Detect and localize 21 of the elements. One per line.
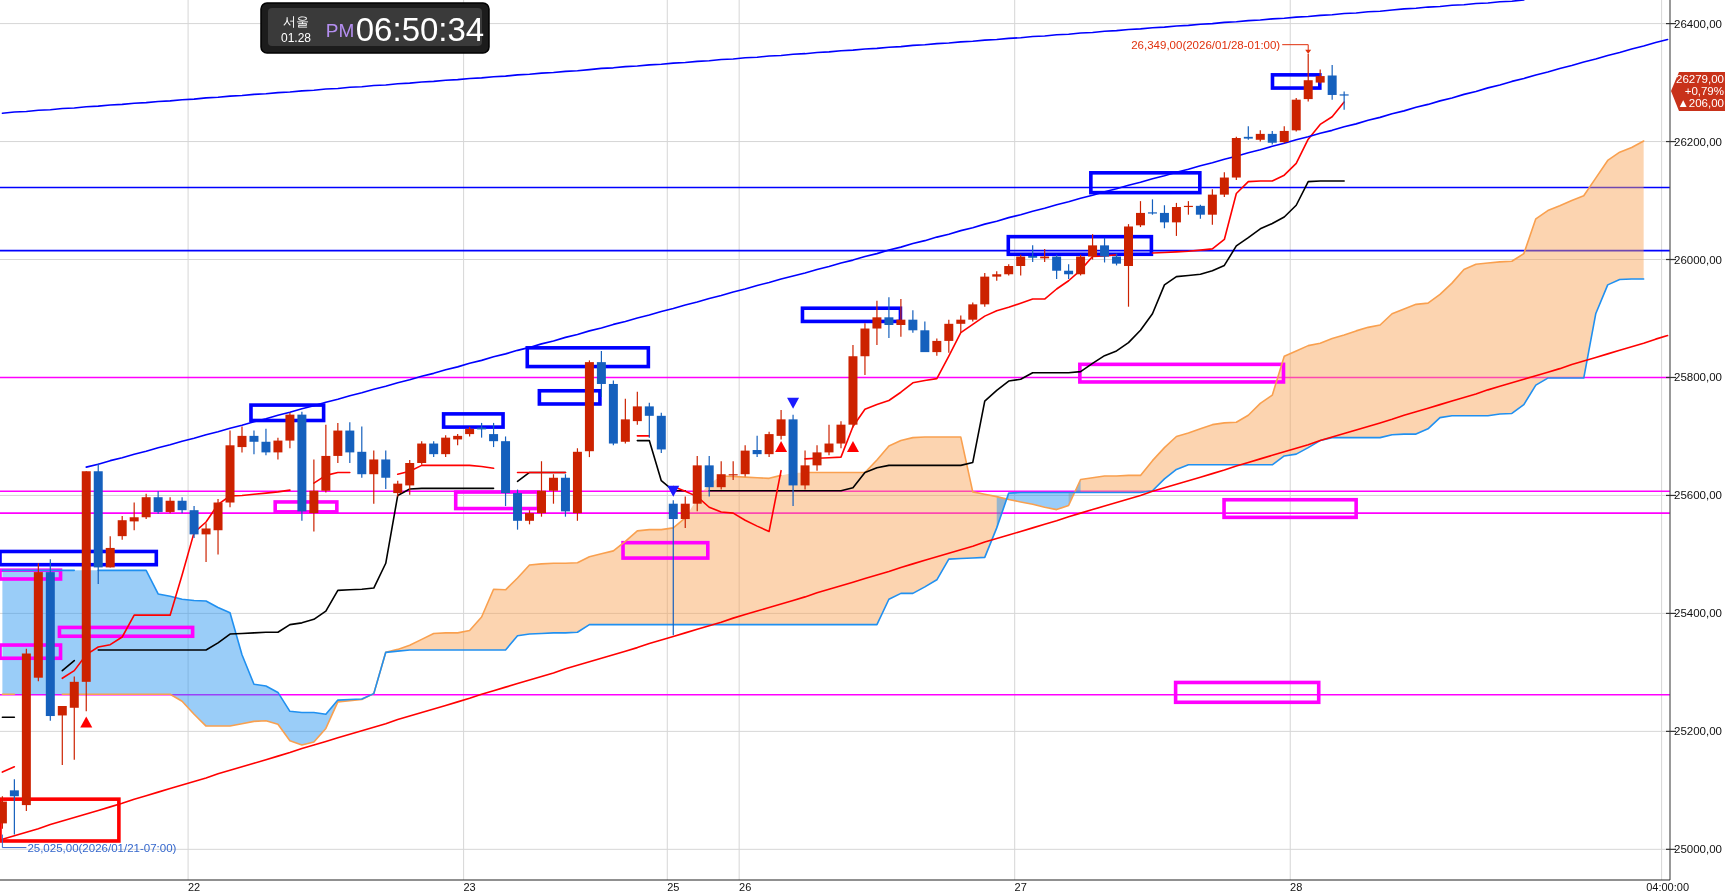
x-tick-label: 28 <box>1290 881 1303 892</box>
y-tick-label: 25400,00 <box>1674 607 1722 620</box>
x-tick-label: 25 <box>667 881 680 892</box>
annotation: 01.28 <box>280 31 312 45</box>
y-tick-label: 25600,00 <box>1674 489 1722 502</box>
annotation: 26,349,00(2026/01/28-01:00) <box>1131 38 1281 51</box>
x-tick-label: 27 <box>1014 881 1027 892</box>
x-tick-label: 23 <box>463 881 476 892</box>
y-tick-label: 26000,00 <box>1674 253 1722 266</box>
y-tick-label: 25200,00 <box>1674 725 1722 738</box>
annotation: 서울 <box>283 15 309 29</box>
annotation: PM <box>325 20 355 41</box>
y-tick-label: 26200,00 <box>1674 135 1722 148</box>
y-tick-label: 26400,00 <box>1674 17 1722 30</box>
x-tick-label: 04:00:00 <box>1646 881 1690 892</box>
y-tick-label: 25000,00 <box>1674 843 1722 856</box>
x-tick-label: 26 <box>739 881 752 892</box>
annotation: 25,025,00(2026/01/21-07:00) <box>27 841 177 854</box>
y-tick-label: 25800,00 <box>1674 371 1722 384</box>
x-tick-label: 22 <box>187 881 201 892</box>
annotation: 06:50:34 <box>355 11 485 48</box>
